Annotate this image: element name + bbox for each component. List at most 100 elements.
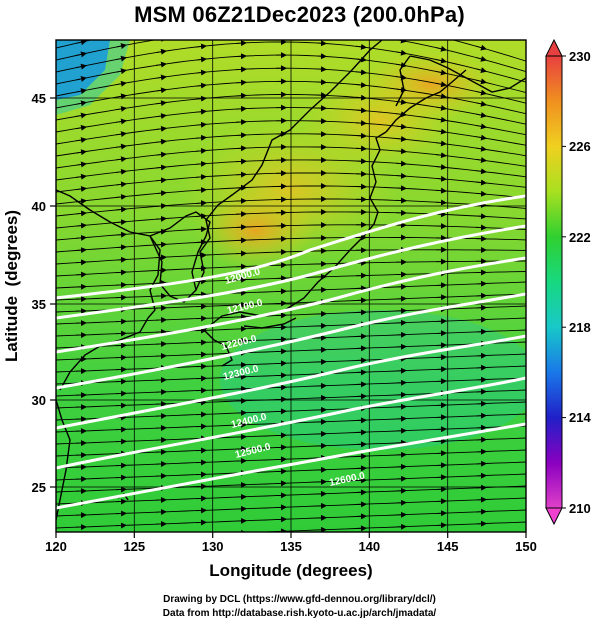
streamline-arrow	[316, 17, 326, 18]
streamline-arrow	[475, 179, 487, 186]
streamline	[56, 260, 526, 277]
x-tick-label: 150	[515, 539, 537, 554]
streamline-arrow	[195, 95, 207, 102]
streamline-arrow	[115, 93, 127, 100]
streamline-arrow	[355, 145, 367, 152]
streamline-arrow	[395, 135, 407, 142]
streamline-arrow	[315, 53, 327, 60]
streamline-arrow	[115, 181, 127, 188]
streamline-arrow	[435, 69, 447, 76]
colorbar-tick-label: 226	[569, 139, 591, 154]
colorbar-tick-label: 210	[569, 501, 591, 516]
streamline-arrow	[115, 68, 127, 75]
streamline-arrow	[195, 187, 207, 194]
streamline-arrow	[115, 168, 127, 175]
streamline-arrow	[155, 177, 167, 184]
streamline-arrow	[475, 55, 487, 62]
streamline-arrow	[195, 56, 207, 63]
x-tick-label: 140	[358, 539, 380, 554]
streamline	[56, 425, 526, 445]
streamline-arrow	[115, 105, 127, 112]
streamline-arrow	[115, 231, 127, 238]
streamline-arrow	[75, 222, 87, 229]
streamline-arrow	[115, 118, 127, 125]
streamline-arrow	[235, 92, 247, 99]
streamline	[56, 497, 526, 517]
y-tick-label: 25	[32, 480, 46, 495]
streamline	[56, 473, 526, 493]
streamline-arrow	[155, 203, 167, 210]
streamline-arrow	[75, 210, 87, 217]
streamline	[56, 198, 526, 217]
streamline-arrow	[115, 43, 127, 50]
streamline	[56, 401, 526, 421]
streamline-arrow	[435, 140, 447, 147]
streamline	[56, 185, 526, 205]
streamline-arrow	[75, 271, 87, 278]
streamline-arrow	[355, 43, 367, 50]
streamline-arrow	[195, 200, 207, 207]
streamline-arrow	[235, 132, 247, 139]
streamline-arrow	[155, 151, 167, 158]
streamline-arrow	[236, 30, 246, 31]
streamline-arrow	[155, 100, 167, 107]
streamline-arrow	[195, 43, 207, 50]
streamline-arrow	[395, 49, 407, 56]
streamline-arrow	[195, 108, 207, 115]
streamline-arrow	[475, 78, 487, 85]
streamline-arrow	[156, 25, 166, 27]
streamline-arrow	[236, 17, 246, 18]
streamline-arrow	[395, 86, 407, 93]
streamline-arrow	[235, 40, 247, 47]
streamline-arrow	[355, 120, 367, 127]
streamline-arrow	[196, 20, 206, 21]
streamline-arrow	[155, 74, 167, 81]
streamline-arrow	[75, 137, 87, 144]
y-tick-label: 45	[32, 91, 46, 106]
streamline-arrow	[355, 107, 367, 114]
streamline-arrow	[155, 267, 167, 274]
streamline-arrow	[75, 234, 87, 241]
height-contours	[56, 194, 526, 510]
streamline-arrow	[355, 132, 367, 139]
streamline-arrow	[435, 57, 447, 64]
streamline-arrow	[395, 185, 407, 192]
streamline-arrow	[195, 82, 207, 89]
streamline-arrow	[355, 56, 367, 63]
map-title: MSM 06Z21Dec2023 (200.0hPa)	[134, 2, 465, 27]
streamline	[56, 271, 526, 289]
streamline-arrow	[155, 241, 167, 248]
x-tick-label: 135	[280, 539, 302, 554]
y-tick-label: 40	[32, 199, 46, 214]
streamline-arrow	[355, 69, 367, 76]
streamline-arrow	[195, 226, 207, 233]
streamline-arrow	[75, 88, 87, 95]
streamline-arrow	[155, 113, 167, 120]
colorbar-gradient	[545, 55, 563, 509]
streamline-arrow	[435, 199, 447, 206]
streamline-arrow	[435, 93, 447, 100]
colorbar-tick-label: 218	[569, 320, 591, 335]
streamline	[56, 41, 526, 83]
streamline-arrow	[395, 148, 407, 155]
y-tick-label: 35	[32, 297, 46, 312]
streamline-arrow	[155, 125, 167, 132]
colorbar-tick-label: 214	[569, 410, 591, 425]
streamline-arrow	[115, 244, 127, 251]
streamline-arrow	[196, 33, 206, 34]
streamline	[56, 40, 526, 73]
streamline-arrow	[435, 45, 447, 52]
streamline	[56, 293, 526, 313]
streamline-arrow	[435, 116, 447, 123]
streamline-arrow	[115, 219, 127, 226]
streamline-arrow	[115, 131, 127, 138]
colorbar-max-triangle	[545, 38, 563, 57]
streamline-arrow	[155, 48, 167, 55]
streamline-arrow	[315, 66, 327, 73]
streamline	[56, 329, 526, 349]
streamline-arrow	[235, 53, 247, 60]
streamline-arrow	[195, 239, 207, 246]
streamline-arrow	[475, 67, 487, 74]
streamline-arrow	[155, 138, 167, 145]
streamline-arrow	[115, 256, 127, 263]
